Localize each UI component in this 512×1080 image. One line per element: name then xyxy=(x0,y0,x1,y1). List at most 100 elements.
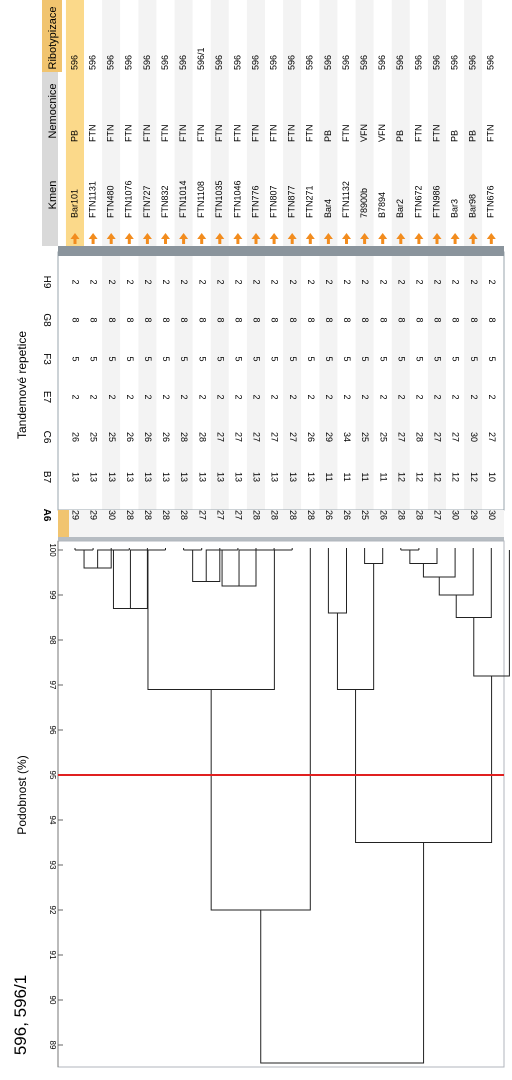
sort-arrow-icon[interactable] xyxy=(215,233,225,244)
sort-arrow-icon[interactable] xyxy=(323,233,333,244)
info-value-ribotyp: 596 xyxy=(214,55,224,70)
locus-value: 2 xyxy=(324,279,334,284)
locus-value: 2 xyxy=(252,279,262,284)
info-row-band xyxy=(156,0,175,246)
info-panel-bottom-bar xyxy=(58,246,504,252)
dendrogram-tree xyxy=(74,548,510,1064)
locus-row-band xyxy=(138,256,157,510)
sort-arrow-icon[interactable] xyxy=(88,233,98,244)
locus-value: 28 xyxy=(161,510,171,520)
locus-column-header: F3 xyxy=(41,353,52,365)
sort-arrow-icon[interactable] xyxy=(396,233,406,244)
locus-value: 5 xyxy=(360,356,370,361)
sort-arrow-icon[interactable] xyxy=(378,233,388,244)
locus-value: 12 xyxy=(415,472,425,482)
sort-arrow-icon[interactable] xyxy=(124,233,134,244)
locus-value: 2 xyxy=(143,394,153,399)
locus-value: 2 xyxy=(433,279,443,284)
locus-value: 8 xyxy=(360,317,370,322)
info-value-nemocnice: FTN xyxy=(305,125,315,143)
sort-arrow-icon[interactable] xyxy=(233,233,243,244)
axis-tick-label: 90 xyxy=(48,996,57,1005)
info-value-nemocnice: FTN xyxy=(124,125,134,143)
locus-row-band xyxy=(120,256,139,510)
sort-arrow-icon[interactable] xyxy=(432,233,442,244)
locus-value: 28 xyxy=(415,510,425,520)
sort-arrow-icon[interactable] xyxy=(486,233,496,244)
info-row-band xyxy=(192,0,211,246)
locus-column-header: C6 xyxy=(41,431,52,444)
sort-arrow-icon[interactable] xyxy=(106,233,116,244)
locus-value: 13 xyxy=(234,472,244,482)
locus-value: 2 xyxy=(270,394,280,399)
locus-value: 2 xyxy=(306,394,316,399)
sort-arrow-icon[interactable] xyxy=(179,233,189,244)
locus-row-band xyxy=(265,256,284,510)
locus-value: 2 xyxy=(89,279,99,284)
info-value-kmen: FTN1076 xyxy=(124,180,134,218)
locus-value: 8 xyxy=(107,317,117,322)
info-value-ribotyp: 596 xyxy=(341,55,351,70)
locus-row-band xyxy=(319,256,338,510)
info-row-band xyxy=(120,0,139,246)
info-value-kmen: Bar3 xyxy=(449,199,459,218)
info-row-band xyxy=(391,0,410,246)
locus-value: 2 xyxy=(288,279,298,284)
locus-value: 2 xyxy=(415,394,425,399)
info-value-ribotyp: 596/1 xyxy=(196,47,206,70)
locus-value: 27 xyxy=(234,510,244,520)
locus-value: 12 xyxy=(433,472,443,482)
locus-value: 2 xyxy=(125,279,135,284)
info-value-nemocnice: VFN xyxy=(377,124,387,142)
locus-value: 8 xyxy=(342,317,352,322)
sort-arrow-icon[interactable] xyxy=(197,233,207,244)
locus-values: 2913262582291325258230132525822813262582… xyxy=(71,279,497,520)
locus-value: 13 xyxy=(179,472,189,482)
locus-row-band xyxy=(446,256,465,510)
info-row-band xyxy=(337,0,356,246)
info-row-band xyxy=(246,0,266,246)
sort-arrow-icon[interactable] xyxy=(450,233,460,244)
sort-arrow-icon[interactable] xyxy=(142,233,152,244)
locus-value: 2 xyxy=(360,394,370,399)
info-row-band xyxy=(283,0,302,246)
locus-value: 2 xyxy=(288,394,298,399)
info-row-band xyxy=(427,0,447,246)
locus-value: 8 xyxy=(161,317,171,322)
locus-value: 27 xyxy=(487,432,497,442)
info-value-ribotyp: 596 xyxy=(160,55,170,70)
locus-value: 5 xyxy=(288,356,298,361)
locus-column-header: B7 xyxy=(41,471,52,484)
info-value-kmen: FTN1014 xyxy=(178,180,188,218)
sort-arrow-icon[interactable] xyxy=(414,233,424,244)
info-value-nemocnice: FTN xyxy=(142,125,152,143)
locus-value: 30 xyxy=(469,432,479,442)
locus-value: 27 xyxy=(288,432,298,442)
info-value-kmen: FTN986 xyxy=(431,185,441,218)
sort-arrow-icon[interactable] xyxy=(287,233,297,244)
info-value-ribotyp: 596 xyxy=(395,55,405,70)
info-row-band xyxy=(210,0,229,246)
sort-arrow-icon[interactable] xyxy=(161,233,170,244)
sort-arrow-icon[interactable] xyxy=(305,233,315,244)
sort-arrow-icon[interactable] xyxy=(468,233,478,244)
dendrogram-branch xyxy=(129,549,166,609)
locus-value: 8 xyxy=(197,317,207,322)
arrow-column xyxy=(70,233,496,244)
locus-value: 2 xyxy=(179,394,189,399)
info-value-nemocnice: FTN xyxy=(196,125,206,143)
locus-value: 2 xyxy=(252,394,262,399)
locus-value: 30 xyxy=(107,510,117,520)
info-value-ribotyp: 596 xyxy=(268,55,278,70)
locus-value: 2 xyxy=(433,394,443,399)
locus-column-header: G8 xyxy=(41,313,52,327)
sort-arrow-icon[interactable] xyxy=(251,233,261,244)
sort-arrow-icon[interactable] xyxy=(70,233,80,244)
sort-arrow-icon[interactable] xyxy=(342,233,351,244)
sort-arrow-icon[interactable] xyxy=(269,233,279,244)
locus-value: 27 xyxy=(451,432,461,442)
info-value-nemocnice: FTN xyxy=(486,125,496,143)
sort-arrow-icon[interactable] xyxy=(360,233,370,244)
info-value-ribotyp: 596 xyxy=(486,55,496,70)
